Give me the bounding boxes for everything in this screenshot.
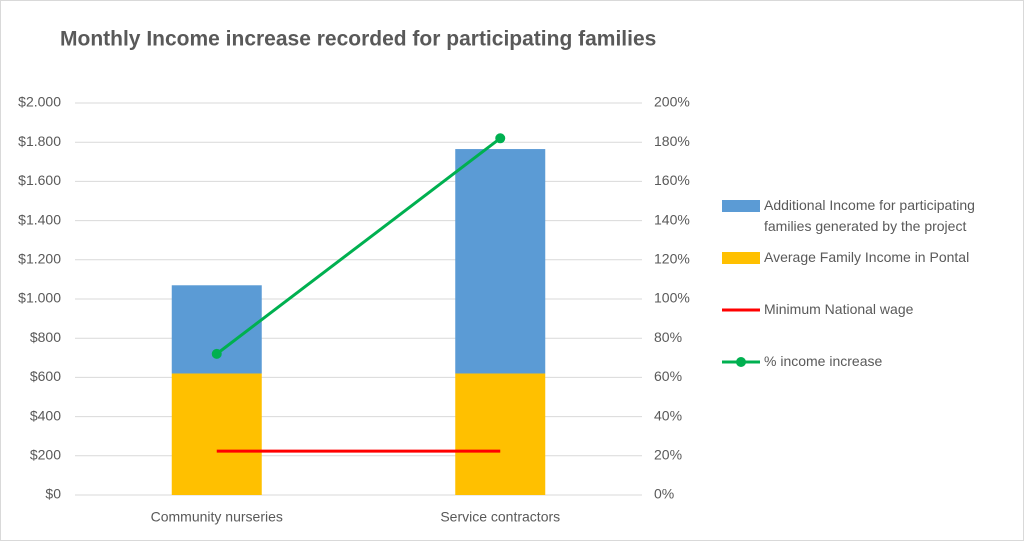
x-tick-label: Service contractors — [440, 509, 560, 525]
legend-label: Average Family Income in Pontal — [764, 249, 970, 265]
y2-tick-label: 180% — [654, 133, 690, 149]
y2-tick-label: 200% — [654, 94, 690, 110]
legend-marker — [736, 357, 746, 367]
legend-swatch — [722, 200, 760, 212]
y-tick-label: $0 — [45, 486, 61, 502]
legend-label: % income increase — [764, 353, 883, 369]
y-tick-label: $200 — [30, 447, 61, 463]
line-marker — [495, 133, 506, 144]
y2-tick-label: 160% — [654, 172, 690, 188]
bar-segment — [171, 373, 262, 495]
x-tick-label: Community nurseries — [151, 509, 283, 525]
y2-tick-label: 40% — [654, 407, 682, 423]
legend-swatch — [722, 252, 760, 264]
y2-tick-label: 0% — [654, 486, 674, 502]
y-tick-label: $1.800 — [18, 133, 61, 149]
y2-tick-label: 60% — [654, 368, 682, 384]
y-tick-label: $1.400 — [18, 211, 61, 227]
y-tick-label: $400 — [30, 407, 61, 423]
legend-label: Minimum National wage — [764, 301, 914, 317]
y2-tick-label: 120% — [654, 251, 690, 267]
bar-segment — [455, 373, 546, 495]
y-tick-label: $800 — [30, 329, 61, 345]
line-series — [215, 137, 502, 356]
y2-tick-label: 140% — [654, 211, 690, 227]
chart-title: Monthly Income increase recorded for par… — [60, 28, 656, 51]
bar-segment — [455, 149, 546, 374]
legend-label: Additional Income for participating fami… — [764, 197, 975, 234]
y-tick-label: $1.000 — [18, 290, 61, 306]
y-tick-label: $1.200 — [18, 251, 61, 267]
line-marker — [211, 348, 222, 359]
y2-tick-label: 80% — [654, 329, 682, 345]
y-tick-label: $2.000 — [18, 94, 61, 110]
y-tick-label: $1.600 — [18, 172, 61, 188]
y2-tick-label: 20% — [654, 447, 682, 463]
y-tick-label: $600 — [30, 368, 61, 384]
y2-tick-label: 100% — [654, 290, 690, 306]
